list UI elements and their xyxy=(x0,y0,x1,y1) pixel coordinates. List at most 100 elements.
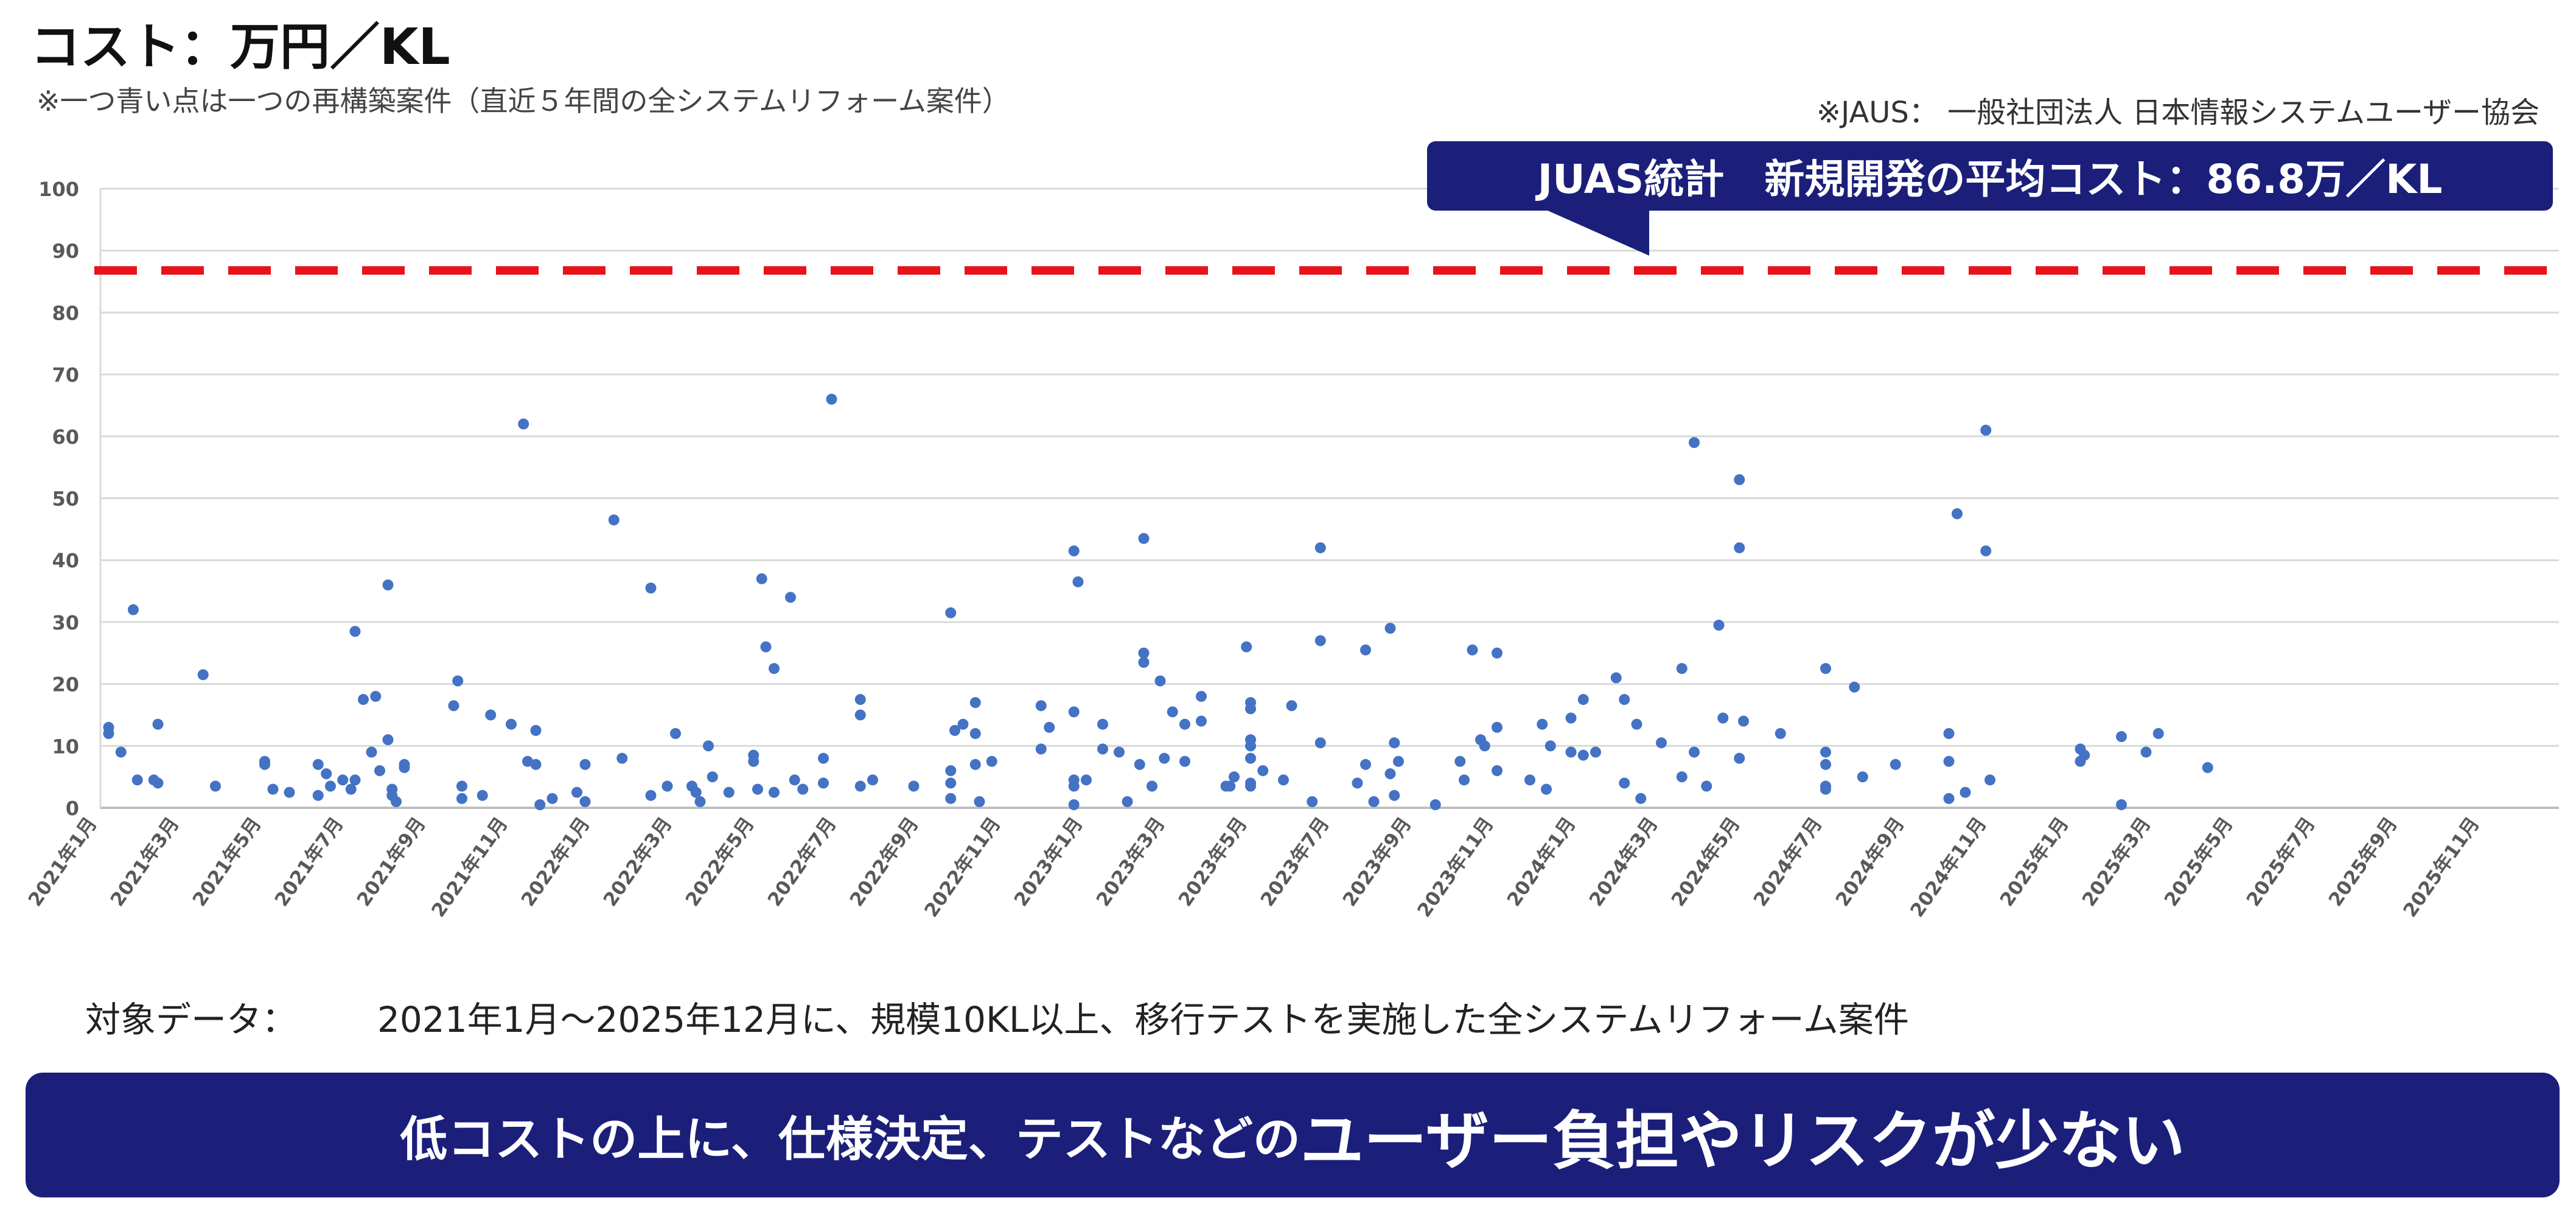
source-note: ※JAUS： 一般社団法人 日本情報システムユーザー協会 xyxy=(1816,96,2539,130)
data-point xyxy=(645,790,657,801)
data-point xyxy=(1565,712,1577,724)
data-point xyxy=(1114,746,1125,758)
data-point xyxy=(131,774,143,786)
data-point xyxy=(1492,765,1503,776)
data-point xyxy=(337,774,349,786)
data-point xyxy=(1541,783,1552,795)
data-point xyxy=(1775,727,1786,739)
data-point xyxy=(969,759,981,770)
chart-title: コスト：万円／KL xyxy=(30,18,450,76)
x-tick-label: 2025年5月 xyxy=(2160,813,2238,911)
data-point xyxy=(694,796,706,807)
data-point xyxy=(345,783,357,795)
x-tick-label: 2021年5月 xyxy=(189,813,266,911)
data-point xyxy=(518,418,529,430)
data-point xyxy=(506,718,517,730)
data-point xyxy=(1360,644,1371,656)
data-point xyxy=(370,690,382,702)
data-point xyxy=(1224,780,1236,792)
data-point xyxy=(1689,746,1700,758)
data-point xyxy=(1167,706,1178,718)
data-point xyxy=(1689,436,1700,448)
data-point xyxy=(769,787,780,798)
data-point xyxy=(1524,774,1535,786)
data-point xyxy=(908,780,920,792)
x-tick-label: 2025年7月 xyxy=(2243,813,2320,911)
data-point xyxy=(1429,799,1441,810)
data-point xyxy=(1565,746,1577,758)
x-tick-label: 2022年1月 xyxy=(517,813,595,911)
banner-text-small: 低コストの上に、仕様決定、テストなどの xyxy=(400,1112,1300,1167)
target-label: 対象データ： xyxy=(85,999,298,1040)
data-point xyxy=(1081,774,1092,786)
data-point xyxy=(1245,703,1256,715)
data-point xyxy=(1068,799,1080,810)
y-tick-label-90: 90 xyxy=(52,240,79,263)
data-point xyxy=(854,694,866,706)
y-tick-label-100: 100 xyxy=(38,178,79,201)
x-tick-label: 2022年5月 xyxy=(682,813,759,911)
data-point xyxy=(382,734,394,746)
data-point xyxy=(1035,700,1047,712)
x-tick-label: 2023年5月 xyxy=(1175,813,1252,911)
x-tick-label: 2023年11月 xyxy=(1413,813,1498,921)
target-data-line: 対象データ： 2021年1月～2025年12月に、規模10KL以上、移行テストを実… xyxy=(85,991,1909,1042)
target-text: 2021年1月～2025年12月に、規模10KL以上、移行テストを実施した全シス… xyxy=(377,999,1909,1040)
data-point xyxy=(1314,635,1326,647)
data-point xyxy=(670,727,681,739)
data-point xyxy=(1952,508,1963,519)
data-point xyxy=(1545,740,1556,752)
data-point xyxy=(867,774,878,786)
data-point xyxy=(1393,755,1404,767)
data-point xyxy=(1590,746,1601,758)
data-point xyxy=(115,746,127,758)
data-point xyxy=(1147,780,1157,792)
data-point xyxy=(756,573,767,584)
x-tick-label: 2024年3月 xyxy=(1585,813,1663,911)
data-point xyxy=(1479,740,1490,752)
data-point xyxy=(210,780,221,792)
data-point xyxy=(945,607,957,619)
data-point xyxy=(1656,737,1667,749)
data-point xyxy=(1352,777,1363,789)
data-point xyxy=(1943,727,1955,739)
callout-pointer xyxy=(1540,207,1649,256)
data-point xyxy=(854,709,866,721)
data-point xyxy=(1360,759,1371,770)
data-point xyxy=(1701,780,1712,792)
data-point xyxy=(969,727,981,739)
data-point xyxy=(1619,694,1630,706)
data-point xyxy=(1577,694,1589,706)
data-point xyxy=(1676,663,1688,675)
x-tick-label: 2021年7月 xyxy=(271,813,348,911)
data-point xyxy=(1467,644,1478,656)
data-point xyxy=(616,752,628,764)
data-point xyxy=(312,790,324,801)
data-point xyxy=(197,669,209,681)
y-tick-label-0: 0 xyxy=(66,797,79,820)
data-point xyxy=(854,780,866,792)
data-point xyxy=(267,783,279,795)
data-point xyxy=(1389,737,1400,749)
data-point xyxy=(645,582,657,594)
data-point xyxy=(1577,749,1589,761)
data-point xyxy=(1713,619,1725,631)
data-point xyxy=(522,755,533,767)
data-point xyxy=(312,759,324,770)
data-point xyxy=(1857,771,1868,783)
data-point xyxy=(579,759,591,770)
x-tick-label: 2025年3月 xyxy=(2078,813,2155,911)
data-point xyxy=(1138,647,1150,659)
data-point xyxy=(2079,749,2090,761)
data-point xyxy=(1980,424,1992,436)
data-point xyxy=(456,780,467,792)
data-point xyxy=(259,759,270,770)
data-point xyxy=(1134,759,1145,770)
data-point xyxy=(1820,783,1831,795)
data-point xyxy=(1241,641,1252,653)
x-tick-label: 2024年1月 xyxy=(1503,813,1580,911)
data-point xyxy=(797,783,809,795)
y-axis-ticks: 0 10 20 30 40 50 60 70 80 90 100 xyxy=(38,178,79,820)
grid-lines xyxy=(99,187,2559,809)
data-point xyxy=(571,787,582,798)
